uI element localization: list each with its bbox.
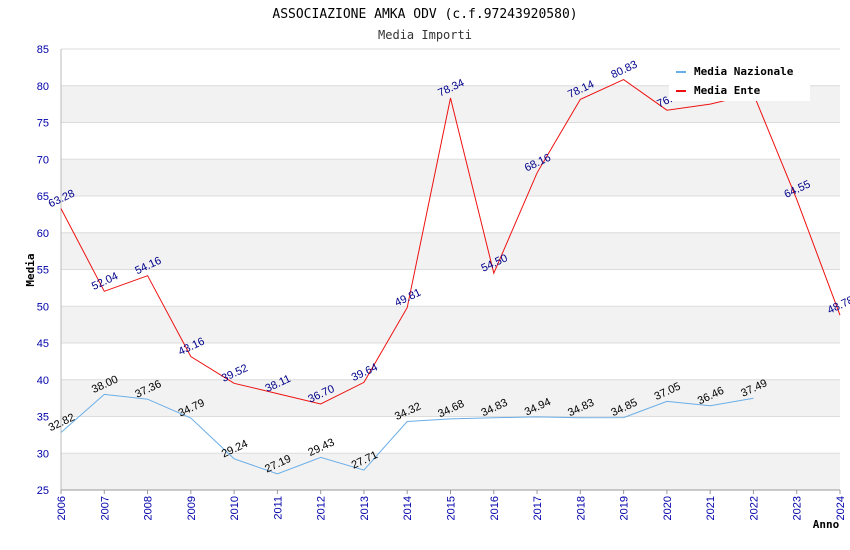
data-label: 80.83 xyxy=(609,59,639,82)
legend-label: Media Ente xyxy=(694,84,761,97)
axes xyxy=(60,49,841,494)
y-tick-label: 75 xyxy=(37,118,49,130)
y-tick-label: 70 xyxy=(37,154,49,166)
x-tick-label: 2021 xyxy=(705,496,717,520)
x-tick-label: 2023 xyxy=(792,496,804,520)
gridlines xyxy=(61,48,840,491)
x-tick-label: 2018 xyxy=(575,496,587,520)
y-tick-label: 40 xyxy=(37,375,49,387)
x-tick-label: 2016 xyxy=(489,496,501,520)
data-label: 48.78 xyxy=(826,294,850,317)
legend-label: Media Nazionale xyxy=(694,65,794,78)
x-tick-label: 2006 xyxy=(56,496,68,520)
background-bands xyxy=(61,85,840,490)
x-tick-label: 2017 xyxy=(532,496,544,520)
x-tick-label: 2013 xyxy=(359,496,371,520)
x-tick-labels: 2006 2007 2008 2009 2010 2011 2012 2013 2014 2015… xyxy=(56,496,847,520)
x-tick-label: 2007 xyxy=(99,496,111,520)
x-tick-label: 2014 xyxy=(402,496,414,520)
y-tick-labels: 25 30 35 40 45 50 55 60 65 70 75 80 85 xyxy=(37,44,49,497)
y-tick-label: 30 xyxy=(37,448,49,460)
y-tick-label: 60 xyxy=(37,228,49,240)
x-tick-label: 2009 xyxy=(186,496,198,520)
y-axis-label: Media xyxy=(24,253,37,286)
chart-title: ASSOCIAZIONE AMKA ODV (c.f.97243920580) xyxy=(272,7,577,22)
x-axis-label: Anno xyxy=(813,518,840,531)
y-tick-label: 35 xyxy=(37,412,49,424)
series-line-media-nazionale xyxy=(60,393,754,475)
grid-band xyxy=(61,379,840,417)
y-tick-label: 65 xyxy=(37,191,49,203)
x-tick-label: 2008 xyxy=(143,496,155,520)
grid-band xyxy=(61,453,840,490)
x-tick-label: 2015 xyxy=(446,496,458,520)
series-lines xyxy=(60,79,841,475)
x-tick-label: 2024 xyxy=(835,496,847,520)
x-tick-label: 2022 xyxy=(748,496,760,520)
grid-band xyxy=(61,159,840,196)
legend: Media Nazionale Media Ente xyxy=(669,61,810,101)
x-tick-label: 2019 xyxy=(619,496,631,520)
y-tick-label: 85 xyxy=(37,44,49,56)
series-line-media-ente xyxy=(60,79,841,405)
legend-box xyxy=(669,61,810,101)
x-tick-label: 2012 xyxy=(316,496,328,520)
x-tick-label: 2011 xyxy=(272,496,284,520)
y-tick-label: 25 xyxy=(37,485,49,497)
y-tick-label: 55 xyxy=(37,265,49,277)
y-tick-label: 80 xyxy=(37,81,49,93)
y-tick-label: 50 xyxy=(37,301,49,313)
chart-subtitle: Media Importi xyxy=(378,28,472,42)
grid-band xyxy=(61,306,840,343)
y-tick-label: 45 xyxy=(37,338,49,350)
grid-band xyxy=(61,232,840,270)
x-tick-label: 2010 xyxy=(229,496,241,520)
x-tick-label: 2020 xyxy=(662,496,674,520)
